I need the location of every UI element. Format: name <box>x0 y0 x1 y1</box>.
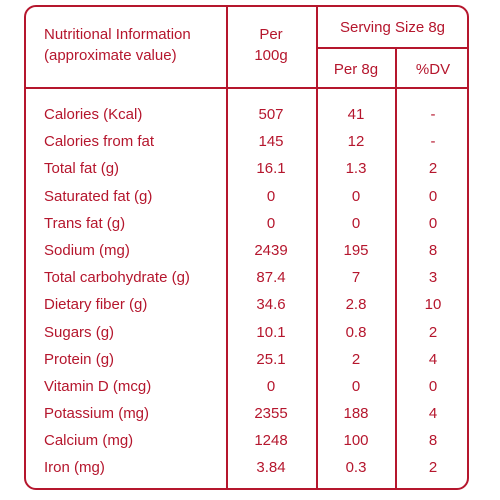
per-8g-value: 195 <box>343 241 369 259</box>
per-100g-value: 145 <box>258 133 284 151</box>
table-row: Sugars (g) 10.1 0.8 2 <box>26 320 467 347</box>
per-8g-value: 2 <box>351 350 361 368</box>
per-8g-value: 0 <box>351 377 361 395</box>
per-100g-value: 2439 <box>254 241 288 259</box>
nutrient-name: Calories from fat <box>44 133 155 151</box>
per-100g-value: 0 <box>266 187 276 205</box>
table-row: Saturated fat (g) 0 0 0 <box>26 184 467 211</box>
nutrient-name: Potassium (mg) <box>44 405 150 423</box>
per-8g-value: 2.8 <box>345 296 367 314</box>
dv-value: 3 <box>428 269 438 287</box>
per-8g-value: 1.3 <box>345 160 367 178</box>
dv-value: 8 <box>428 241 438 259</box>
dv-value: 4 <box>428 405 438 423</box>
per-8g-value: 0 <box>351 214 361 232</box>
divider-col-1 <box>226 7 228 488</box>
table-row: Potassium (mg) 2355 188 4 <box>26 401 467 428</box>
dv-value: 2 <box>428 459 438 477</box>
per-100g-value: 1248 <box>254 432 288 450</box>
dv-value: 2 <box>428 160 438 178</box>
per-100g-value: 2355 <box>254 405 288 423</box>
dv-value: 0 <box>428 187 438 205</box>
per-8g-value: 0.8 <box>345 323 367 341</box>
per-100g-value: 10.1 <box>256 323 286 341</box>
table-row: Total carbohydrate (g) 87.4 7 3 <box>26 265 467 292</box>
nutrient-name: Sodium (mg) <box>44 241 130 259</box>
title-line-1: Nutritional Information <box>44 26 191 43</box>
table-row: Calories (Kcal) 507 41 - <box>26 102 467 129</box>
per-line-2: 100g <box>254 47 288 64</box>
per-100g-value: 0 <box>266 214 276 232</box>
nutrient-name: Total fat (g) <box>44 160 120 178</box>
nutrient-name: Saturated fat (g) <box>44 187 153 205</box>
nutrient-name: Iron (mg) <box>44 459 105 477</box>
dv-value: 0 <box>428 377 438 395</box>
per-100g-header: Per 100g <box>226 24 316 66</box>
table-row: Dietary fiber (g) 34.6 2.8 10 <box>26 292 467 319</box>
table-title: Nutritional Information (approximate val… <box>44 24 191 66</box>
divider-serving <box>316 47 467 49</box>
per-8g-value: 41 <box>347 106 365 123</box>
dv-value: - <box>430 133 436 151</box>
per-8g-value: 0 <box>351 187 361 205</box>
per-8g-value: 100 <box>343 432 369 450</box>
per-8g-value: 12 <box>347 133 365 151</box>
dv-value: 10 <box>424 296 442 314</box>
nutrient-name: Protein (g) <box>44 350 115 368</box>
table-row: Trans fat (g) 0 0 0 <box>26 211 467 238</box>
nutrient-name: Vitamin D (mcg) <box>44 377 152 395</box>
serving-size-header: Serving Size 8g <box>339 19 446 36</box>
dv-value: 4 <box>428 350 438 368</box>
table-row: Total fat (g) 16.1 1.3 2 <box>26 156 467 183</box>
table-row: Calcium (mg) 1248 100 8 <box>26 428 467 455</box>
dv-value: 0 <box>428 214 438 232</box>
dv-value: - <box>430 106 436 123</box>
per-8g-value: 0.3 <box>345 459 367 477</box>
per-8g-value: 7 <box>351 269 361 287</box>
divider-col-3 <box>395 47 397 488</box>
dv-value: 8 <box>428 432 438 450</box>
table-row: Protein (g) 25.1 2 4 <box>26 347 467 374</box>
title-line-2: (approximate value) <box>44 47 177 64</box>
nutrient-name: Sugars (g) <box>44 323 115 341</box>
divider-col-2 <box>316 7 318 488</box>
nutrient-name: Total carbohydrate (g) <box>44 269 190 287</box>
per-100g-value: 25.1 <box>256 350 286 368</box>
per-100g-value: 87.4 <box>256 269 286 287</box>
table-row: Calories from fat 145 12 - <box>26 129 467 156</box>
table-row: Sodium (mg) 2439 195 8 <box>26 238 467 265</box>
per-100g-value: 0 <box>266 377 276 395</box>
table-body: Calories (Kcal) 507 41 - Calories from fat 1… <box>26 102 467 483</box>
per-8g-value: 188 <box>343 405 369 423</box>
table-row: Vitamin D (mcg) 0 0 0 <box>26 374 467 401</box>
per-line-1: Per <box>259 26 283 43</box>
per-100g-value: 16.1 <box>256 160 286 178</box>
per-100g-value: 3.84 <box>256 459 286 477</box>
nutrient-name: Trans fat (g) <box>44 214 126 232</box>
table-row: Iron (mg) 3.84 0.3 2 <box>26 455 467 482</box>
per-100g-value: 34.6 <box>256 296 286 314</box>
per-8g-header: Per 8g <box>333 61 379 78</box>
nutrient-name: Calories (Kcal) <box>44 106 143 123</box>
dv-value: 2 <box>428 323 438 341</box>
nutrition-table: Nutritional Information (approximate val… <box>24 5 469 490</box>
dv-header: %DV <box>415 61 451 78</box>
nutrient-name: Dietary fiber (g) <box>44 296 148 314</box>
per-100g-value: 507 <box>258 106 284 123</box>
divider-header <box>26 87 467 89</box>
nutrient-name: Calcium (mg) <box>44 432 134 450</box>
